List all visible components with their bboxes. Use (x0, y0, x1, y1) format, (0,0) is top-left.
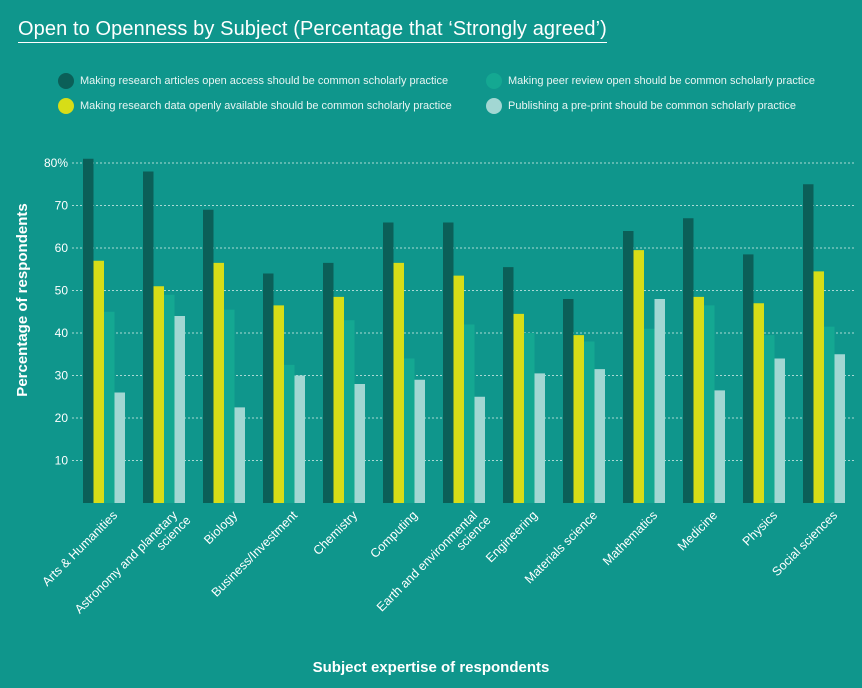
bar (263, 273, 274, 503)
bar (203, 209, 214, 503)
legend-label: Making peer review open should be common… (508, 75, 815, 87)
bar (714, 390, 725, 503)
bar (683, 218, 694, 503)
bar (803, 184, 814, 503)
bar (693, 296, 704, 503)
y-tick-label: 70 (55, 199, 69, 213)
x-tick-label: Medicine (675, 508, 720, 553)
bar (93, 260, 104, 503)
y-tick-label: 20 (55, 411, 69, 425)
bar (174, 316, 185, 503)
chart-title: Open to Openness by Subject (Percentage … (18, 18, 607, 43)
bar (83, 158, 94, 503)
bar (143, 171, 154, 503)
bar (813, 271, 824, 503)
y-axis-label: Percentage of respondents (14, 203, 31, 396)
bar (414, 379, 425, 503)
x-tick-label: Mathematics (600, 508, 660, 568)
bar (354, 384, 365, 503)
y-tick-label: 10 (55, 454, 69, 468)
bar (234, 407, 245, 503)
bar (774, 358, 785, 503)
legend-item-articles: Making research articles open access sho… (58, 71, 448, 91)
bar (513, 313, 524, 503)
legend-item-data: Making research data openly available sh… (58, 96, 452, 116)
y-tick-label: 30 (55, 369, 69, 383)
legend-item-peer-review: Making peer review open should be common… (486, 71, 815, 91)
bar (213, 262, 224, 503)
bar (584, 341, 595, 503)
bar (404, 358, 415, 503)
bar (594, 369, 605, 503)
bar (224, 309, 235, 503)
x-tick-label: Astronomy and planetaryscience (72, 504, 194, 626)
x-tick-label: Engineering (483, 508, 540, 565)
bar (294, 375, 305, 503)
bar (114, 392, 125, 503)
bar (164, 294, 175, 503)
bar (524, 333, 535, 503)
bar (383, 222, 394, 503)
x-tick-label: Social sciences (769, 508, 840, 579)
legend-swatch (58, 73, 74, 89)
bar (573, 335, 584, 503)
x-tick-label: Physics (740, 508, 780, 548)
bar (534, 373, 545, 503)
bar (704, 305, 715, 503)
x-tick-label: Biology (201, 508, 240, 547)
bar (633, 250, 644, 503)
legend-swatch (58, 98, 74, 114)
legend-label: Publishing a pre-print should be common … (508, 100, 796, 112)
bar (333, 296, 344, 503)
bar (644, 328, 655, 503)
bar (284, 364, 295, 503)
bar (153, 286, 164, 503)
y-tick-label: 60 (55, 241, 69, 255)
x-tick-label: Chemistry (310, 508, 360, 558)
legend-swatch (486, 73, 502, 89)
bar (393, 262, 404, 503)
bar (753, 303, 764, 503)
y-tick-label: 40 (55, 326, 69, 340)
bar (563, 299, 574, 503)
legend-swatch (486, 98, 502, 114)
bar (443, 222, 454, 503)
x-axis-label: Subject expertise of respondents (313, 659, 550, 676)
bar (453, 275, 464, 503)
x-tick-label: Earth and environmentalscience (374, 504, 494, 624)
bar (464, 324, 475, 503)
bar (834, 354, 845, 503)
bar (623, 231, 634, 503)
bar (654, 299, 665, 503)
legend-label: Making research articles open access sho… (80, 75, 449, 87)
bar (323, 262, 334, 503)
legend-item-preprint: Publishing a pre-print should be common … (486, 96, 796, 116)
bar (474, 396, 485, 503)
bar (764, 335, 775, 503)
x-tick-label: Computing (367, 508, 420, 561)
bar (104, 311, 115, 503)
y-tick-label: 50 (55, 284, 69, 298)
bar (503, 267, 514, 503)
y-tick-label: 80% (44, 156, 68, 170)
bar (743, 254, 754, 503)
bar (344, 320, 355, 503)
bar (824, 326, 835, 503)
legend-label: Making research data openly available sh… (80, 100, 452, 112)
bar (273, 305, 284, 503)
